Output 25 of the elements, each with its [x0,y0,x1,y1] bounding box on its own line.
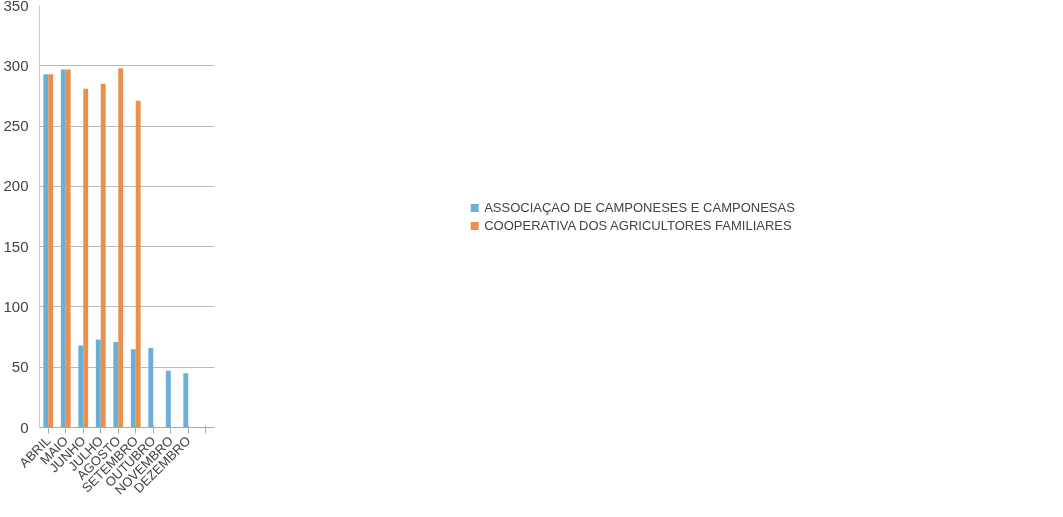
bar [78,345,84,428]
bar [48,74,54,428]
bar [130,349,136,428]
legend-label: ASSOCIAÇAO DE CAMPONESES E CAMPONESAS [484,199,795,215]
bar [95,339,101,428]
bar [148,347,154,428]
bar [165,370,171,428]
bar [118,68,124,428]
bar [183,373,189,428]
y-tick-label: 250 [3,117,29,135]
y-tick-label: 0 [20,418,29,436]
y-tick-label: 100 [3,297,29,315]
bar [113,341,119,428]
bar [65,69,71,428]
bar [60,69,66,428]
y-tick-label: 50 [11,358,29,376]
bar [83,88,89,428]
y-tick-label: 200 [3,177,29,195]
bar [100,83,106,428]
y-tick-label: 300 [3,56,29,74]
bar [135,100,141,428]
legend-label: COOPERATIVA DOS AGRICULTORES FAMILIARES [484,217,792,233]
y-tick-label: 350 [3,0,29,14]
bar [43,74,49,428]
y-tick-label: 150 [3,237,29,255]
